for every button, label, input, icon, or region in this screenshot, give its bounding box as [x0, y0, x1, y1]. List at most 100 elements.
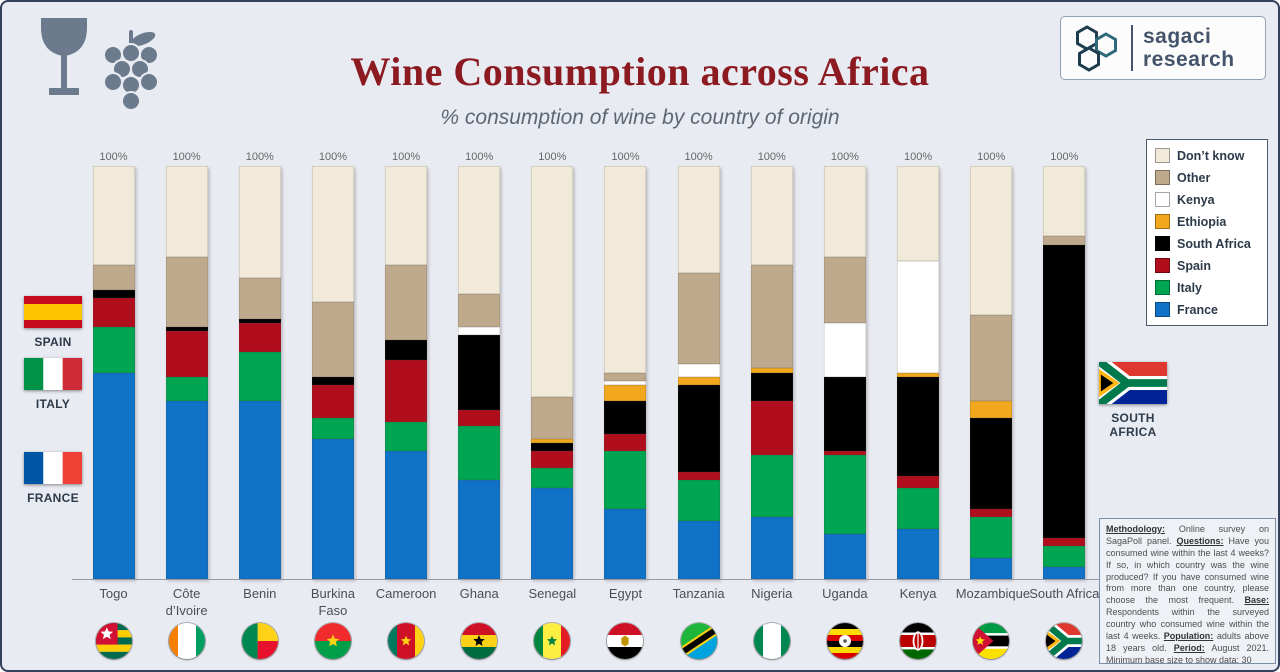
segment-other [458, 294, 501, 328]
segment-spain [970, 508, 1013, 518]
category-label: Kenya [899, 586, 937, 601]
legend-label: France [1177, 302, 1218, 317]
segment-spain [677, 471, 720, 480]
stacked-bar-tanzania [677, 166, 720, 579]
stacked-bar-mozambique [970, 166, 1013, 579]
segment-ethiopia [970, 401, 1013, 418]
spain-flag-icon [24, 296, 82, 328]
france-flag: FRANCE [18, 452, 88, 505]
segment-italy [1043, 545, 1086, 567]
legend-swatch [1155, 236, 1170, 251]
segment-south-africa [750, 372, 793, 402]
segment-france [92, 372, 135, 579]
segment-italy [311, 417, 354, 439]
segment-other [92, 265, 135, 290]
bar-column-benin: 100% Benin [223, 150, 296, 659]
segment-south-africa [531, 442, 574, 451]
segment-other [677, 273, 720, 365]
segment-italy [823, 455, 866, 534]
legend-item-south-africa: South Africa [1155, 236, 1259, 251]
mozambique-flag-icon [973, 623, 1010, 659]
segment-france [970, 558, 1013, 579]
segment-spain [385, 360, 428, 423]
x-axis-line [72, 579, 1106, 580]
segment-france [531, 488, 574, 579]
bar-column-nigeria: 100% Nigeria [735, 150, 808, 659]
sagaci-research-logo: sagaci research [1060, 16, 1266, 80]
segment-don-t-know [238, 166, 281, 278]
stacked-bar-c-te-d-ivoire [165, 166, 208, 579]
segment-don-t-know [92, 166, 135, 266]
segment-spain [823, 450, 866, 456]
legend-item-italy: Italy [1155, 280, 1259, 295]
segment-don-t-know [531, 166, 574, 398]
legend-item-france: France [1155, 302, 1259, 317]
southafrica-flag: SOUTH AFRICA [1098, 362, 1168, 439]
segment-south-africa [1043, 244, 1086, 538]
flag-label: FRANCE [27, 491, 79, 505]
methodology-text: Questions: [1176, 535, 1224, 546]
segment-italy [238, 351, 281, 402]
legend-label: Ethiopia [1177, 214, 1227, 229]
segment-italy [385, 422, 428, 451]
france-flag-icon [24, 452, 82, 484]
legend-label: Don’t know [1177, 148, 1245, 163]
logo-line1: sagaci [1143, 24, 1212, 48]
benin-flag-icon [241, 623, 278, 659]
bar-total-label: 100% [611, 151, 640, 163]
stacked-bar-nigeria [750, 166, 793, 579]
logo-text: sagaci research [1131, 24, 1235, 72]
segment-spain [92, 298, 135, 328]
grapes-icon [103, 30, 159, 111]
category-label: Burkina Faso [310, 586, 355, 618]
bar-total-label: 100% [245, 151, 274, 163]
segment-don-t-know [604, 166, 647, 373]
stacked-bar-ghana [458, 166, 501, 579]
segment-don-t-know [750, 166, 793, 266]
wine-glass-icon [41, 18, 87, 95]
segment-spain [458, 409, 501, 427]
bar-total-label: 100% [318, 151, 347, 163]
category-label: South Africa [1029, 586, 1100, 601]
category-name: Mozambique [956, 586, 1030, 622]
bar-total-label: 100% [99, 151, 128, 163]
legend-swatch [1155, 258, 1170, 273]
sagaci-hexagons-icon [1076, 25, 1117, 72]
legend-swatch [1155, 280, 1170, 295]
segment-ethiopia [604, 384, 647, 402]
legend-swatch [1155, 192, 1170, 207]
bar-total-label: 100% [172, 151, 201, 163]
segment-south-africa [385, 339, 428, 361]
bar-column-ghana: 100% Ghana [443, 150, 516, 659]
segment-south-africa [238, 318, 281, 323]
page-title: Wine Consumption across Africa [350, 49, 930, 94]
legend-swatch [1155, 170, 1170, 185]
category-name: Kenya [883, 586, 954, 622]
segment-south-africa [823, 376, 866, 451]
segment-south-africa [970, 417, 1013, 509]
bar-total-label: 100% [903, 151, 933, 163]
stacked-bar-south-africa [1043, 166, 1086, 579]
southafrica-flag-icon [1099, 362, 1167, 404]
segment-france [897, 529, 940, 579]
methodology-text: Online survey on SagaPoll panel. [1106, 524, 1269, 546]
category-name: Cameroon [371, 586, 442, 622]
legend-item-don-t-know: Don’t know [1155, 148, 1259, 163]
category-label: Cameroon [375, 586, 437, 601]
category-name: Egypt [590, 586, 661, 622]
segment-other [1043, 236, 1086, 245]
methodology-text: August 2021. Minimum base size to show d… [1106, 642, 1270, 665]
segment-don-t-know [165, 166, 208, 257]
bar-total-label: 100% [465, 151, 494, 163]
segment-spain [311, 384, 354, 418]
segment-south-africa [311, 376, 354, 385]
category-name: Nigeria [736, 586, 807, 622]
methodology-text: Have you consumed wine within the last 4… [1106, 535, 1269, 606]
chart-legend: Don’t know Other Kenya Ethiopia South Africa… [1146, 139, 1268, 326]
category-label: Togo [99, 586, 128, 601]
bar-column-kenya: 100% Kenya [882, 150, 955, 659]
flag-label: SPAIN [34, 335, 72, 349]
page-subtitle: % consumption of wine by country of orig… [440, 106, 840, 129]
togo-flag-icon [95, 623, 132, 659]
